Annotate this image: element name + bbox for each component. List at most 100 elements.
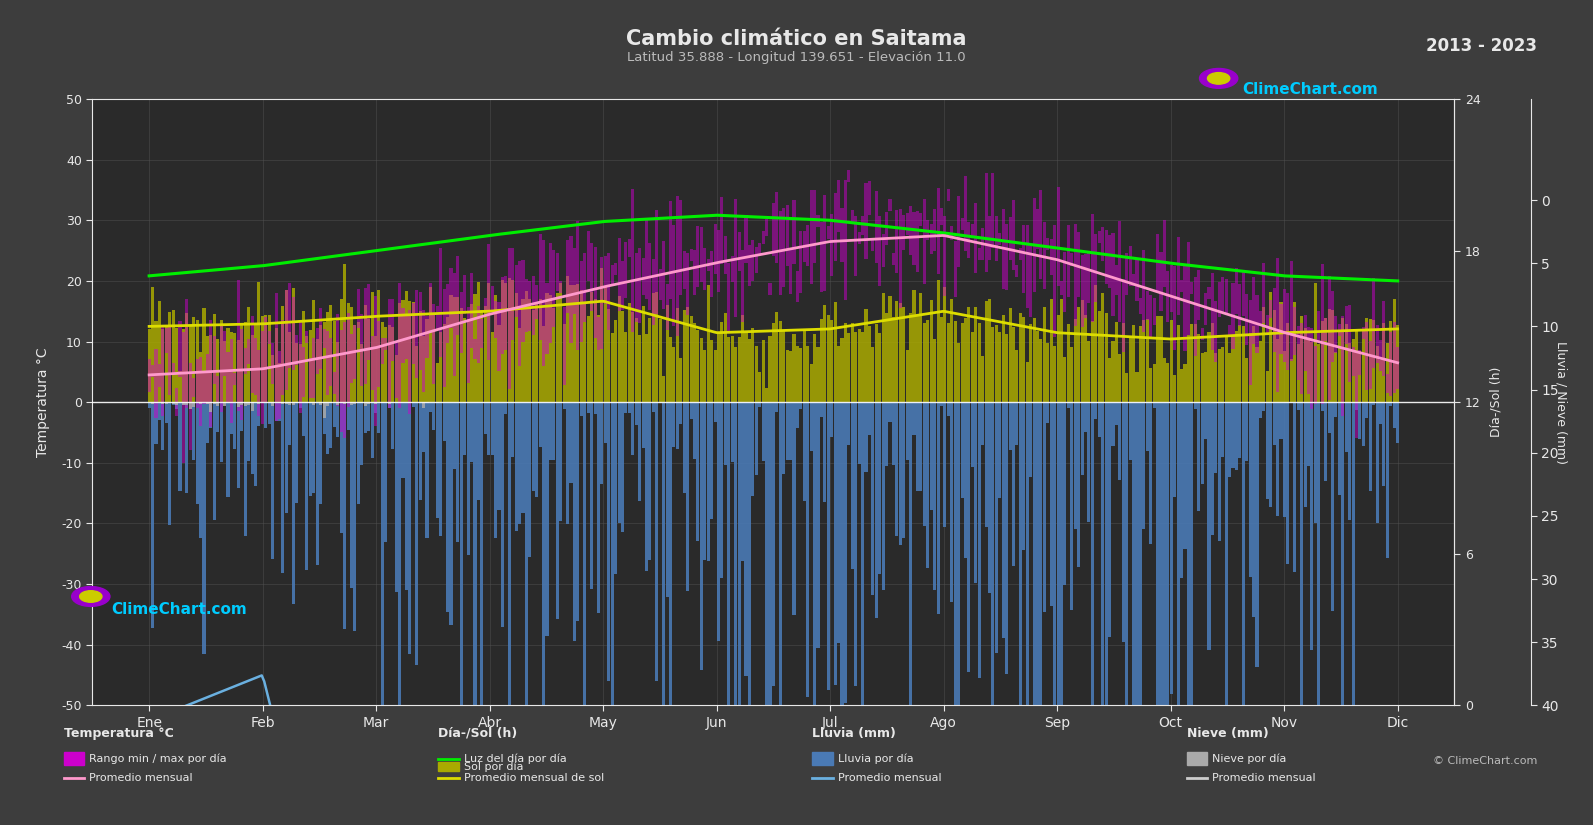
Bar	[467, 307, 470, 383]
Bar	[765, 388, 768, 403]
Bar	[298, 323, 301, 413]
Bar	[1035, 209, 1039, 249]
Bar	[1356, 331, 1359, 403]
Bar	[645, 333, 648, 403]
Bar	[392, 327, 393, 403]
Bar	[1064, 403, 1066, 585]
Bar	[511, 248, 515, 341]
Bar	[1187, 335, 1190, 403]
Bar	[237, 403, 241, 408]
Bar	[371, 336, 374, 390]
Bar	[175, 388, 178, 416]
Bar	[436, 403, 438, 518]
Bar	[1252, 277, 1255, 345]
Bar	[158, 403, 161, 420]
Bar	[1139, 327, 1142, 403]
Bar	[237, 340, 241, 403]
Bar	[366, 319, 370, 403]
Bar	[261, 317, 264, 403]
Bar	[1365, 318, 1368, 403]
Bar	[271, 403, 274, 559]
Bar	[655, 293, 658, 403]
Bar	[573, 248, 577, 314]
Bar	[707, 259, 710, 271]
Bar	[1023, 403, 1026, 550]
Bar	[1088, 341, 1091, 403]
Bar	[460, 292, 464, 353]
Bar	[1177, 237, 1180, 315]
Bar	[1160, 403, 1163, 755]
Bar	[172, 403, 175, 404]
Bar	[747, 338, 750, 403]
Bar	[271, 343, 274, 384]
Bar	[261, 331, 264, 424]
Bar	[1324, 318, 1327, 403]
Text: Latitud 35.888 - Longitud 139.651 - Elevación 11.0: Latitud 35.888 - Longitud 139.651 - Elev…	[628, 51, 965, 64]
Bar	[978, 248, 981, 260]
Bar	[1139, 403, 1142, 825]
Bar	[984, 403, 988, 526]
Bar	[1321, 263, 1324, 404]
Bar	[933, 339, 937, 403]
Bar	[1008, 217, 1012, 260]
Bar	[1324, 318, 1327, 341]
Bar	[1012, 328, 1015, 403]
Bar	[943, 403, 946, 527]
Bar	[967, 403, 970, 672]
Bar	[806, 225, 809, 266]
Bar	[250, 403, 253, 474]
Bar	[765, 219, 768, 236]
Bar	[1094, 234, 1098, 302]
Bar	[521, 260, 524, 342]
Bar	[538, 403, 542, 447]
Bar	[384, 403, 387, 541]
Bar	[886, 314, 889, 403]
Bar	[975, 203, 978, 273]
Bar	[220, 320, 223, 403]
Bar	[295, 343, 298, 403]
Bar	[1330, 403, 1333, 611]
Bar	[755, 248, 758, 272]
Bar	[586, 403, 589, 413]
Bar	[247, 339, 250, 364]
Bar	[562, 307, 566, 385]
Bar	[449, 268, 452, 328]
Bar	[322, 322, 325, 403]
Bar	[841, 338, 844, 403]
Bar	[1026, 224, 1029, 308]
Bar	[1383, 323, 1386, 403]
Bar	[253, 403, 256, 486]
Bar	[696, 403, 699, 541]
Bar	[446, 403, 449, 612]
Bar	[312, 403, 315, 493]
Bar	[1246, 358, 1249, 403]
Bar	[378, 290, 381, 403]
Bar	[1294, 308, 1297, 355]
Bar	[1201, 403, 1204, 483]
Bar	[1365, 403, 1368, 417]
Bar	[1160, 316, 1163, 403]
Text: Promedio mensual: Promedio mensual	[1212, 773, 1316, 783]
Bar	[847, 403, 851, 446]
Bar	[1276, 339, 1279, 403]
Bar	[1172, 266, 1176, 350]
Bar	[898, 403, 902, 544]
Bar	[1348, 403, 1351, 520]
Bar	[1351, 339, 1354, 403]
Bar	[1380, 361, 1383, 403]
Bar	[202, 373, 205, 403]
Bar	[889, 403, 892, 422]
Bar	[981, 356, 984, 403]
Bar	[967, 222, 970, 257]
Bar	[675, 196, 679, 336]
Bar	[532, 309, 535, 403]
Bar	[1356, 403, 1359, 410]
Bar	[1094, 285, 1098, 403]
Bar	[1190, 403, 1193, 782]
Bar	[655, 403, 658, 681]
Bar	[1002, 315, 1005, 403]
Bar	[854, 332, 857, 403]
Bar	[773, 323, 774, 403]
Bar	[556, 293, 559, 403]
Bar	[550, 403, 553, 460]
